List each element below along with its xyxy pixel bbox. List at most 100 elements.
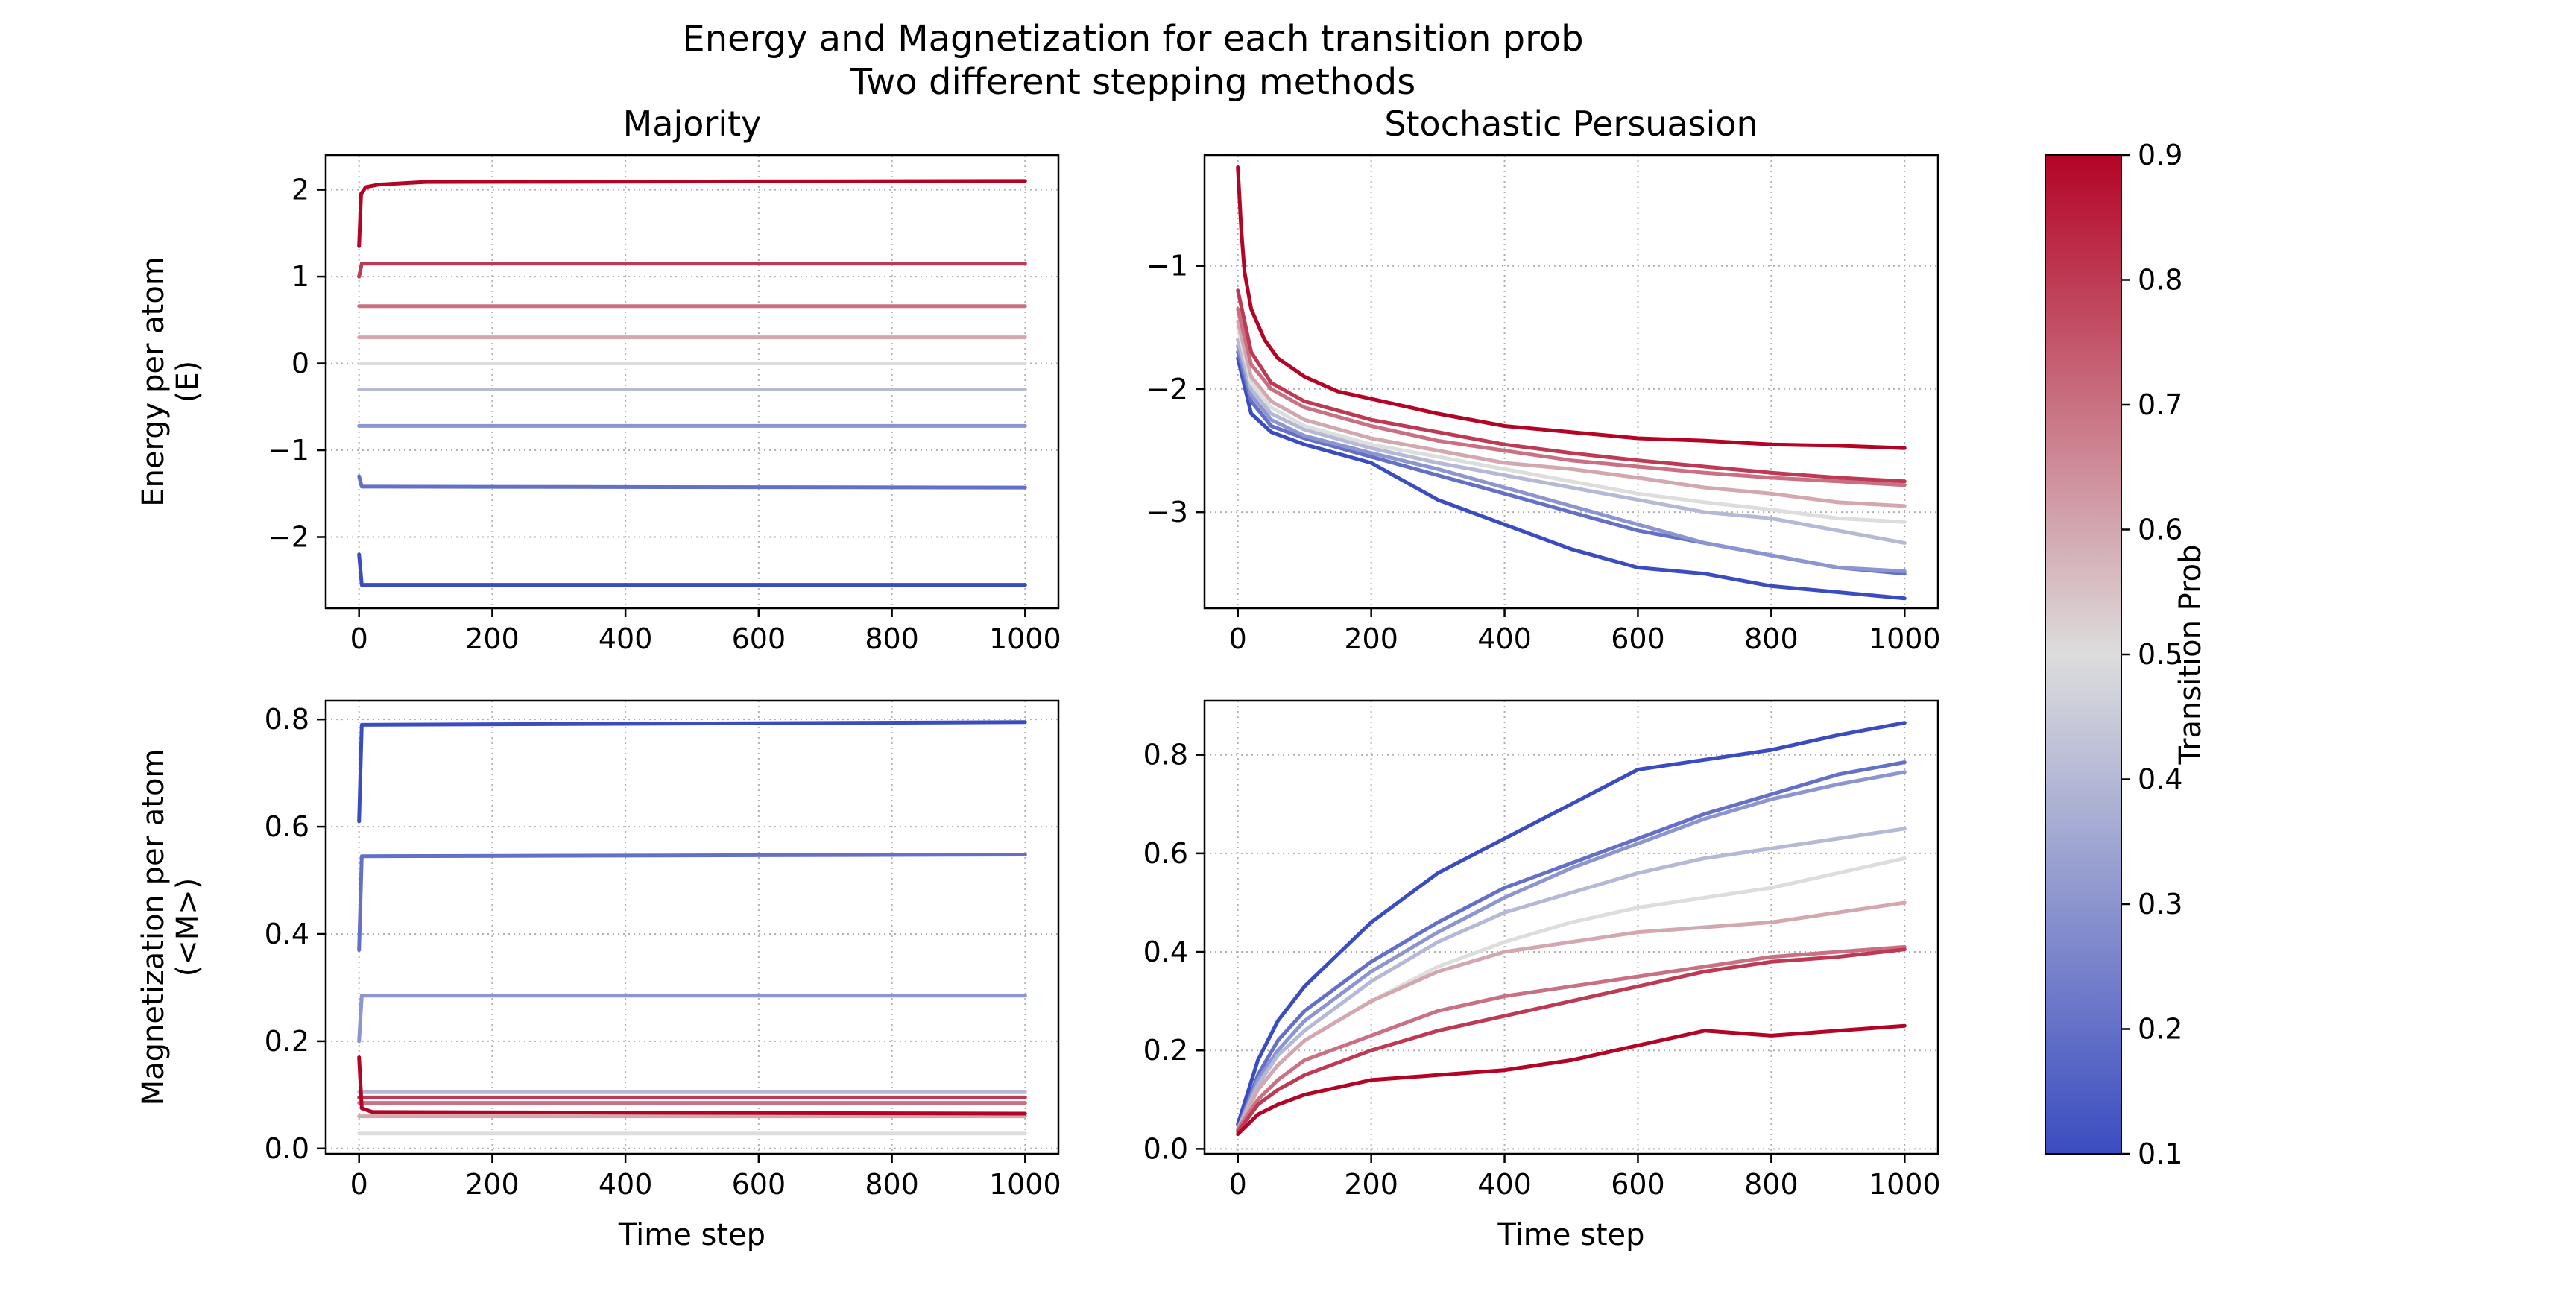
colorbar-tick-label: 0.3 <box>2138 888 2182 921</box>
y-tick-label: 1 <box>291 260 309 293</box>
y-tick-label: 0.4 <box>265 918 309 950</box>
y-tick-label: −1 <box>1146 250 1188 282</box>
gridlines <box>1205 701 1938 1154</box>
colorbar-label: Transition Prob <box>2174 545 2208 766</box>
axes-frame <box>324 154 1060 610</box>
y-tick-label: 0.6 <box>1143 837 1188 870</box>
axes-title: Majority <box>623 104 762 144</box>
y-tick-label: 0.2 <box>265 1025 309 1058</box>
x-ticks: 0 200 400 600 800 1000 <box>350 1154 1061 1201</box>
x-tick-label: 800 <box>865 622 919 655</box>
series-line-p0.3 <box>1236 770 1907 1131</box>
series-line-p0.8 <box>1236 947 1907 1134</box>
y-tick-label: −1 <box>268 434 309 467</box>
x-tick-label: 400 <box>599 622 653 655</box>
series-line-p0.3 <box>357 994 1027 1044</box>
axes-frame <box>324 699 1060 1155</box>
x-tick-label: 400 <box>1477 622 1532 655</box>
series-line-p0.1 <box>1236 721 1907 1126</box>
series-line-p0.2 <box>357 474 1027 490</box>
x-tick-label: 800 <box>1744 622 1799 655</box>
series-line-p0.9 <box>357 1055 1027 1116</box>
y-tick-label: 0.0 <box>1143 1132 1188 1165</box>
series-line-p0.6 <box>1236 319 1907 508</box>
y-ticks: −3 −2 −1 <box>1146 250 1205 528</box>
series-line-p0.2 <box>1236 760 1907 1131</box>
panel-stochastic-magnetization: 0 200 400 600 800 1000 0.0 0.2 0.4 0.6 0.8 Time ste… <box>1143 699 1941 1252</box>
colorbar-tick-label: 0.4 <box>2138 763 2182 796</box>
x-tick-label: 600 <box>1611 1168 1665 1201</box>
series-line-p0.4 <box>1236 338 1907 545</box>
y-tick-label: 0.2 <box>1143 1034 1188 1067</box>
series-lines <box>1236 721 1907 1137</box>
series-line-p0.1 <box>1236 356 1907 601</box>
y-tick-label: 0.4 <box>1143 935 1188 968</box>
y-tick-label: −3 <box>1146 496 1188 528</box>
x-tick-label: 0 <box>1229 622 1247 655</box>
panel-majority-magnetization: 0 200 400 600 800 1000 0.0 0.2 0.4 0.6 0.8 Time ste… <box>136 699 1061 1252</box>
y-axis-label: Magnetization per atom(<M>) <box>136 749 205 1106</box>
y-ticks: −2 −1 0 1 2 <box>268 174 326 553</box>
series-line-p0.1 <box>357 720 1027 824</box>
series-line-p0.7 <box>1236 944 1907 1131</box>
y-tick-label: 0.8 <box>1143 739 1188 771</box>
x-ticks: 0 200 400 600 800 1000 <box>350 608 1061 655</box>
x-axis-label: Time step <box>618 1218 765 1252</box>
series-line-p0.9 <box>1236 1023 1907 1137</box>
series-line-p0.1 <box>357 552 1027 587</box>
series-line-p0.7 <box>1236 307 1907 487</box>
x-tick-label: 1000 <box>1869 1168 1941 1201</box>
series-lines <box>357 179 1027 587</box>
gridlines <box>326 155 1058 608</box>
panel-majority-energy: 0 200 400 600 800 1000 −2 −1 0 1 2 Majority Energy p… <box>136 104 1061 655</box>
colorbar-tick-label: 0.2 <box>2138 1013 2182 1046</box>
y-ticks: 0.0 0.2 0.4 0.6 0.8 <box>1143 739 1205 1165</box>
x-tick-label: 1000 <box>989 622 1061 655</box>
panel-stochastic-energy: 0 200 400 600 800 1000 −3 −2 −1 Stochastic Persua… <box>1146 104 1941 655</box>
y-tick-label: 2 <box>291 174 309 206</box>
series-line-p0.8 <box>357 262 1027 279</box>
series-line-p0.9 <box>1236 165 1907 450</box>
colorbar-tick-label: 0.6 <box>2138 514 2182 546</box>
x-tick-label: 0 <box>350 1168 368 1201</box>
x-tick-label: 600 <box>1611 622 1665 655</box>
y-tick-label: 0.8 <box>265 703 309 736</box>
colorbar: 0.1 0.2 0.3 0.4 0.5 0.6 0.7 0.8 0.9 Transition P… <box>2045 139 2208 1170</box>
y-tick-label: 0 <box>291 347 309 380</box>
y-tick-label: −2 <box>1146 373 1188 405</box>
series-lines <box>357 720 1027 1136</box>
x-tick-label: 1000 <box>989 1168 1061 1201</box>
series-line-p0.6 <box>1236 900 1907 1131</box>
series-lines <box>1236 165 1907 601</box>
x-tick-label: 200 <box>1344 622 1398 655</box>
x-tick-label: 400 <box>1477 1168 1532 1201</box>
x-ticks: 0 200 400 600 800 1000 <box>1229 1154 1941 1201</box>
colorbar-tick-label: 0.9 <box>2138 139 2182 171</box>
x-axis-label: Time step <box>1497 1218 1644 1252</box>
x-tick-label: 200 <box>1344 1168 1398 1201</box>
x-tick-label: 1000 <box>1869 622 1941 655</box>
series-line-p0.2 <box>1236 350 1907 576</box>
axes-frame <box>1203 699 1939 1155</box>
figure-suptitle-line2: Two different stepping methods <box>850 61 1416 103</box>
series-line-p0.5 <box>1236 325 1907 524</box>
x-tick-label: 200 <box>465 622 520 655</box>
x-tick-label: 0 <box>1229 1168 1247 1201</box>
x-tick-label: 400 <box>599 1168 653 1201</box>
x-tick-label: 600 <box>732 1168 786 1201</box>
axes-frame <box>1203 154 1939 610</box>
y-tick-label: 0.6 <box>265 810 309 843</box>
x-tick-label: 800 <box>865 1168 919 1201</box>
colorbar-ticks: 0.1 0.2 0.3 0.4 0.5 0.6 0.7 0.8 0.9 <box>2121 139 2182 1170</box>
axes-title: Stochastic Persuasion <box>1384 104 1758 144</box>
colorbar-tick-label: 0.1 <box>2138 1137 2182 1170</box>
figure-suptitle-line1: Energy and Magnetization for each transi… <box>682 18 1583 60</box>
series-line-p0.3 <box>1236 344 1907 573</box>
colorbar-tick-label: 0.7 <box>2138 388 2182 421</box>
y-ticks: 0.0 0.2 0.4 0.6 0.8 <box>265 703 326 1165</box>
colorbar-tick-label: 0.5 <box>2138 638 2182 671</box>
x-ticks: 0 200 400 600 800 1000 <box>1229 608 1941 655</box>
y-axis-label: Energy per atom(E) <box>136 256 205 507</box>
series-line-p0.8 <box>1236 288 1907 484</box>
